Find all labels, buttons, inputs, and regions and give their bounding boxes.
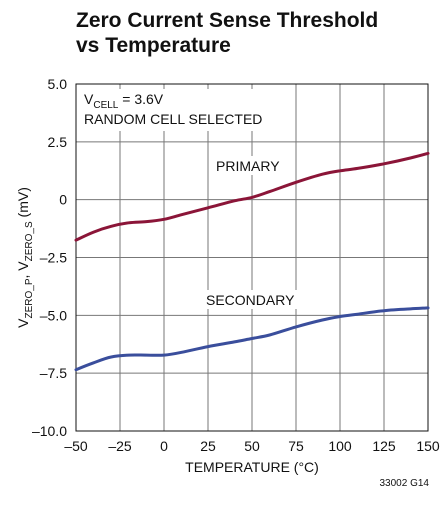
y-tick-label: 2.5 xyxy=(48,134,68,150)
y-tick-label: 0 xyxy=(59,192,67,208)
y-axis-title-sub1: ZERO_P xyxy=(24,278,35,318)
series-line-secondary xyxy=(74,306,430,372)
condition-annotation-random-cell: RANDOM CELL SELECTED xyxy=(84,111,262,127)
x-axis-title: TEMPERATURE (°C) xyxy=(185,459,319,475)
y-axis-title-v1: V xyxy=(15,318,31,328)
x-tick-label: 25 xyxy=(200,438,216,454)
x-tick-label: –50 xyxy=(64,438,88,454)
y-axis-title-units: (mV) xyxy=(15,187,31,221)
vcell-subscript: CELL xyxy=(93,100,118,111)
series-label-secondary: SECONDARY xyxy=(206,292,295,308)
y-tick-label: –10.0 xyxy=(32,423,67,439)
condition-annotation-background xyxy=(80,89,290,131)
series-line-primary xyxy=(74,151,430,242)
series-label-secondary-background xyxy=(202,290,306,309)
x-tick-label: 0 xyxy=(160,438,168,454)
plot-frame xyxy=(75,83,429,432)
x-tick-label: 150 xyxy=(416,438,440,454)
chart-title-line-1: Zero Current Sense Threshold xyxy=(76,9,379,32)
x-tick-label: 125 xyxy=(372,438,396,454)
y-axis-title: VZERO_P, VZERO_S (mV) xyxy=(15,187,35,328)
figure-id: 33002 G14 xyxy=(379,478,430,489)
x-tick-label: 50 xyxy=(244,438,260,454)
chart-title: Zero Current Sense Threshold vs Temperat… xyxy=(76,8,436,58)
grid xyxy=(76,84,428,431)
y-tick-label: –5.0 xyxy=(40,307,67,323)
x-tick-label: 75 xyxy=(288,438,304,454)
y-tick-label: –7.5 xyxy=(40,365,67,381)
condition-annotation-vcell: VCELL = 3.6V xyxy=(84,91,164,111)
y-tick-labels: 5.0 2.5 0 –2.5 –5.0 –7.5 –10.0 xyxy=(32,76,67,439)
vcell-value: = 3.6V xyxy=(118,91,163,107)
series-label-primary-background xyxy=(212,156,288,175)
y-axis-title-sep: , V xyxy=(15,261,31,279)
x-tick-labels: –50 –25 0 25 50 75 100 125 150 xyxy=(64,438,440,454)
y-axis-title-sub2: ZERO_S xyxy=(24,221,35,261)
y-tick-label: –2.5 xyxy=(40,250,67,266)
x-tick-label: 100 xyxy=(328,438,352,454)
chart-title-line-2: vs Temperature xyxy=(76,34,231,57)
series-label-primary: PRIMARY xyxy=(216,158,280,174)
series-lines xyxy=(74,151,430,372)
x-tick-label: –25 xyxy=(108,438,132,454)
vcell-symbol: V xyxy=(84,91,94,107)
y-tick-label: 5.0 xyxy=(48,76,68,92)
